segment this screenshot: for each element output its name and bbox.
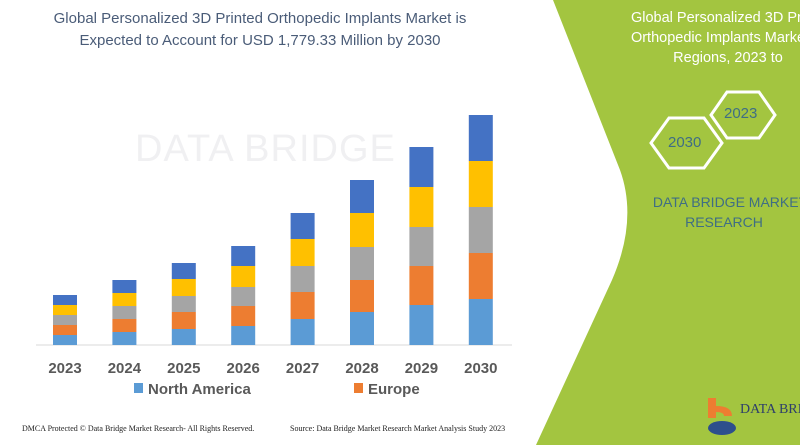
chart-title: Global Personalized 3D Printed Orthopedi… — [53, 10, 467, 49]
x-tick-label: 2025 — [167, 360, 200, 377]
bar-segment-2025-0 — [171, 329, 196, 345]
bar-segment-2025-1 — [171, 312, 196, 329]
bar-segment-2024-1 — [112, 319, 137, 332]
hexagon-2023 — [709, 90, 777, 140]
bar-segment-2024-0 — [112, 332, 137, 345]
bar-segment-2024-3 — [112, 293, 137, 306]
bar-segment-2030-1 — [468, 253, 493, 299]
bar-segment-2029-0 — [409, 305, 434, 345]
bar-segment-2030-2 — [468, 207, 493, 253]
x-tick-label: 2026 — [227, 360, 260, 377]
green-panel — [536, 0, 800, 445]
bar-segment-2023-1 — [53, 325, 77, 335]
bar-segment-2023-2 — [53, 315, 77, 325]
bar-segment-2025-3 — [171, 279, 196, 296]
logo-icon — [708, 398, 736, 435]
logo-text: DATA BRI — [740, 402, 800, 417]
footer-source: Source: Data Bridge Market Research Mark… — [290, 424, 506, 433]
hex-label-2030: 2030 — [668, 134, 702, 151]
bar-segment-2025-2 — [171, 296, 196, 312]
bar-segment-2030-4 — [468, 115, 493, 161]
bar-segment-2026-2 — [231, 287, 256, 306]
bar-segment-2029-2 — [409, 227, 434, 266]
bar-segment-2024-4 — [112, 280, 137, 293]
bar-segment-2023-4 — [53, 295, 77, 305]
hex-label-2023: 2023 — [724, 105, 758, 122]
chart-area: 2023 2024 2025 2026 2027 2028 2029 2030 North Am… — [36, 115, 512, 398]
watermark: DATA BRIDGE — [135, 128, 396, 170]
x-tick-label: 2030 — [464, 360, 497, 377]
bar-segment-2025-4 — [171, 263, 196, 279]
legend-label: Europe — [368, 381, 420, 398]
x-tick-label: 2023 — [48, 360, 81, 377]
bar-segment-2028-0 — [350, 312, 374, 345]
bar-segment-2027-4 — [290, 213, 315, 239]
x-tick-label: 2024 — [108, 360, 142, 377]
legend-swatch — [134, 383, 143, 393]
bar-segment-2029-4 — [409, 147, 434, 187]
x-tick-label: 2029 — [405, 360, 438, 377]
legend-swatch — [354, 383, 363, 393]
hexagon-2030 — [649, 116, 724, 170]
footer-copyright: DMCA Protected © Data Bridge Market Rese… — [22, 424, 255, 433]
bar-segment-2026-0 — [231, 326, 256, 345]
bar-segment-2028-2 — [350, 247, 374, 280]
bar-segment-2029-1 — [409, 266, 434, 305]
brand-text: DATA BRIDGE MARKET RESEARCH — [652, 194, 800, 230]
bar-segment-2027-0 — [290, 319, 315, 345]
bar-segment-2026-1 — [231, 306, 256, 326]
bar-segment-2028-1 — [350, 280, 374, 312]
bar-segment-2024-2 — [112, 306, 137, 319]
legend-label: North America — [148, 381, 251, 398]
x-tick-label: 2028 — [345, 360, 378, 377]
bar-segment-2028-4 — [350, 180, 374, 213]
bar-segment-2030-3 — [468, 161, 493, 207]
bar-segment-2027-1 — [290, 292, 315, 319]
panel-title: Global Personalized 3D Pri Orthopedic Imp… — [630, 10, 800, 66]
bar-segment-2023-3 — [53, 305, 77, 315]
bar-segment-2027-2 — [290, 266, 315, 292]
x-tick-label: 2027 — [286, 360, 319, 377]
bar-segment-2028-3 — [350, 213, 374, 247]
bar-segment-2030-0 — [468, 299, 493, 345]
bar-segment-2029-3 — [409, 187, 434, 227]
bar-segment-2023-0 — [53, 335, 77, 345]
bar-segment-2027-3 — [290, 239, 315, 266]
bar-segment-2026-3 — [231, 266, 256, 287]
bar-segment-2026-4 — [231, 246, 256, 266]
